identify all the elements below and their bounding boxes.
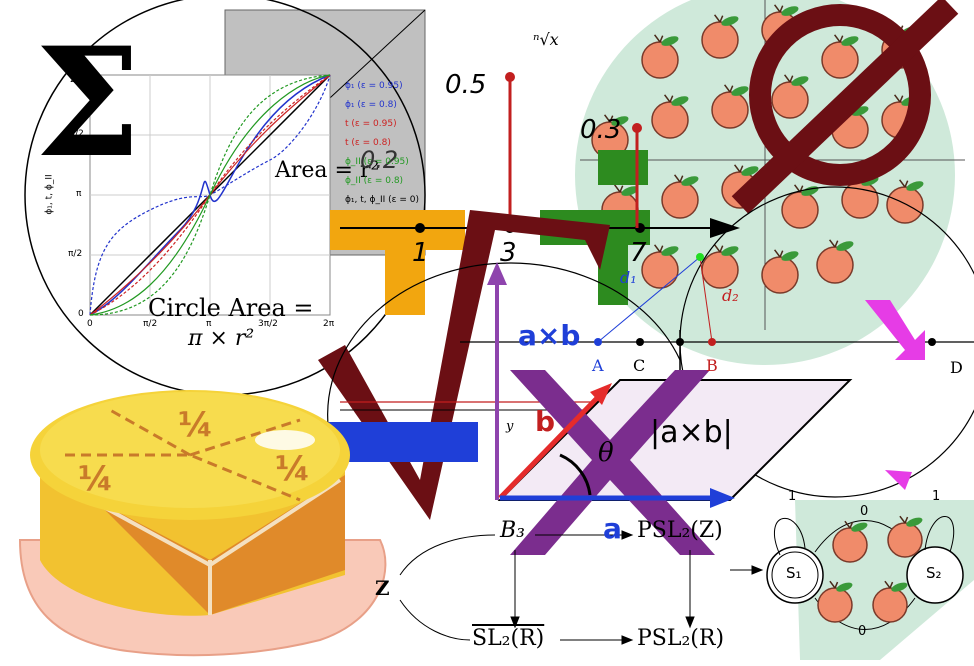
commutative-diagram <box>399 530 764 645</box>
y-axis-label: ϕ₁, t, ϕ_II <box>44 174 55 215</box>
label-y: y <box>506 419 514 434</box>
label-a-cross-b: a×b <box>518 319 581 352</box>
legend-3: t (ε = 0.95) <box>345 119 397 129</box>
peach-icon <box>821 34 859 79</box>
label-d2: d₂ <box>722 286 739 305</box>
y-tick-4: 2π <box>70 75 82 85</box>
sigma-symbol: Σ <box>35 15 142 191</box>
peach-icon <box>771 74 809 119</box>
legend-5: ϕ_II (ε = 0.95) <box>345 157 409 167</box>
x-tick-2: π <box>206 319 212 329</box>
vectors <box>487 262 735 508</box>
peach-icon <box>761 249 799 294</box>
peach-icon <box>886 179 924 224</box>
cake-fraction-left: ¼ <box>78 459 114 499</box>
y-tick-1: π/2 <box>68 249 83 259</box>
magenta-arrows <box>865 300 925 490</box>
purple-cross <box>510 370 715 555</box>
orange-blocks <box>330 210 465 315</box>
point-C: C <box>633 356 646 375</box>
circle-area-line1: Circle Area = <box>148 294 314 322</box>
legend-1: ϕ₁ (ε = 0.95) <box>345 81 403 91</box>
x-tick-1: π/2 <box>143 319 158 329</box>
nth-root-label: ⁿ√x <box>533 30 559 49</box>
peach-icon <box>661 174 699 219</box>
diagram-B3: B₃ <box>500 518 525 543</box>
diagram-Z: Z <box>375 576 390 600</box>
peach-icon <box>711 84 749 129</box>
label-a: a <box>603 512 622 545</box>
point-B: B <box>706 356 718 375</box>
peaches-bottom <box>817 515 923 623</box>
number-tick-7: 7 <box>630 238 647 268</box>
stem-label-02: 0.2 <box>360 146 399 174</box>
label-d1: d₁ <box>620 268 637 287</box>
peach-icon <box>872 580 908 623</box>
label-theta: θ <box>598 438 614 468</box>
y-tick-3: 3π/2 <box>64 129 84 139</box>
number-tick-3: 3 <box>500 238 517 268</box>
edge-label-3: 1 <box>932 489 941 504</box>
peach-icon <box>832 520 868 563</box>
label-abs-a-cross-b: |a×b| <box>650 415 733 450</box>
peach-icon <box>651 94 689 139</box>
peach-icon <box>641 34 679 79</box>
legend-2: ϕ₁ (ε = 0.8) <box>345 100 397 110</box>
edge-label-4: 0 <box>858 624 867 639</box>
circle-area-line2: π × r² <box>188 326 255 351</box>
empty-set-symbol <box>731 0 959 214</box>
cake-fraction-top: ¼ <box>178 405 214 445</box>
edge-label-2: 0 <box>860 504 869 519</box>
diagram-SL2R: SL₂(R) <box>472 626 545 651</box>
x-tick-0: 0 <box>87 319 93 329</box>
diagram-PSL2R: PSL₂(R) <box>637 626 725 651</box>
number-tick-1: 1 <box>412 238 429 268</box>
label-b: b <box>535 405 556 438</box>
point-D: D <box>950 358 963 377</box>
legend-7: ϕ₁, t, ϕ_II (ε = 0) <box>345 195 419 205</box>
y-tick-0: 0 <box>78 309 84 319</box>
x-tick-4: 2π <box>323 319 335 329</box>
y-tick-2: π <box>76 189 82 199</box>
legend-6: ϕ_II (ε = 0.8) <box>345 176 404 186</box>
phi-plot <box>89 74 331 316</box>
stem-label-03: 0.3 <box>580 115 622 145</box>
diagram-PSL2Z: PSL₂(Z) <box>637 518 723 543</box>
area-label: Area = r² <box>275 158 380 183</box>
x-tick-3: 3π/2 <box>258 319 278 329</box>
peach-icon <box>641 244 679 289</box>
legend-4: t (ε = 0.8) <box>345 138 391 148</box>
cake <box>18 390 387 657</box>
state-s1: S₁ <box>786 564 802 582</box>
state-s2: S₂ <box>926 564 942 582</box>
peach-icon <box>701 14 739 59</box>
blue-block <box>328 422 478 462</box>
edge-label-1: 1 <box>788 489 797 504</box>
point-A: A <box>592 356 604 375</box>
peach-icon <box>817 580 853 623</box>
peach-icon <box>887 515 923 558</box>
stem-label-05: 0.5 <box>445 70 487 100</box>
cake-fraction-right: ¼ <box>275 449 311 489</box>
green-blocks <box>540 150 650 305</box>
peach-icon <box>816 239 854 284</box>
